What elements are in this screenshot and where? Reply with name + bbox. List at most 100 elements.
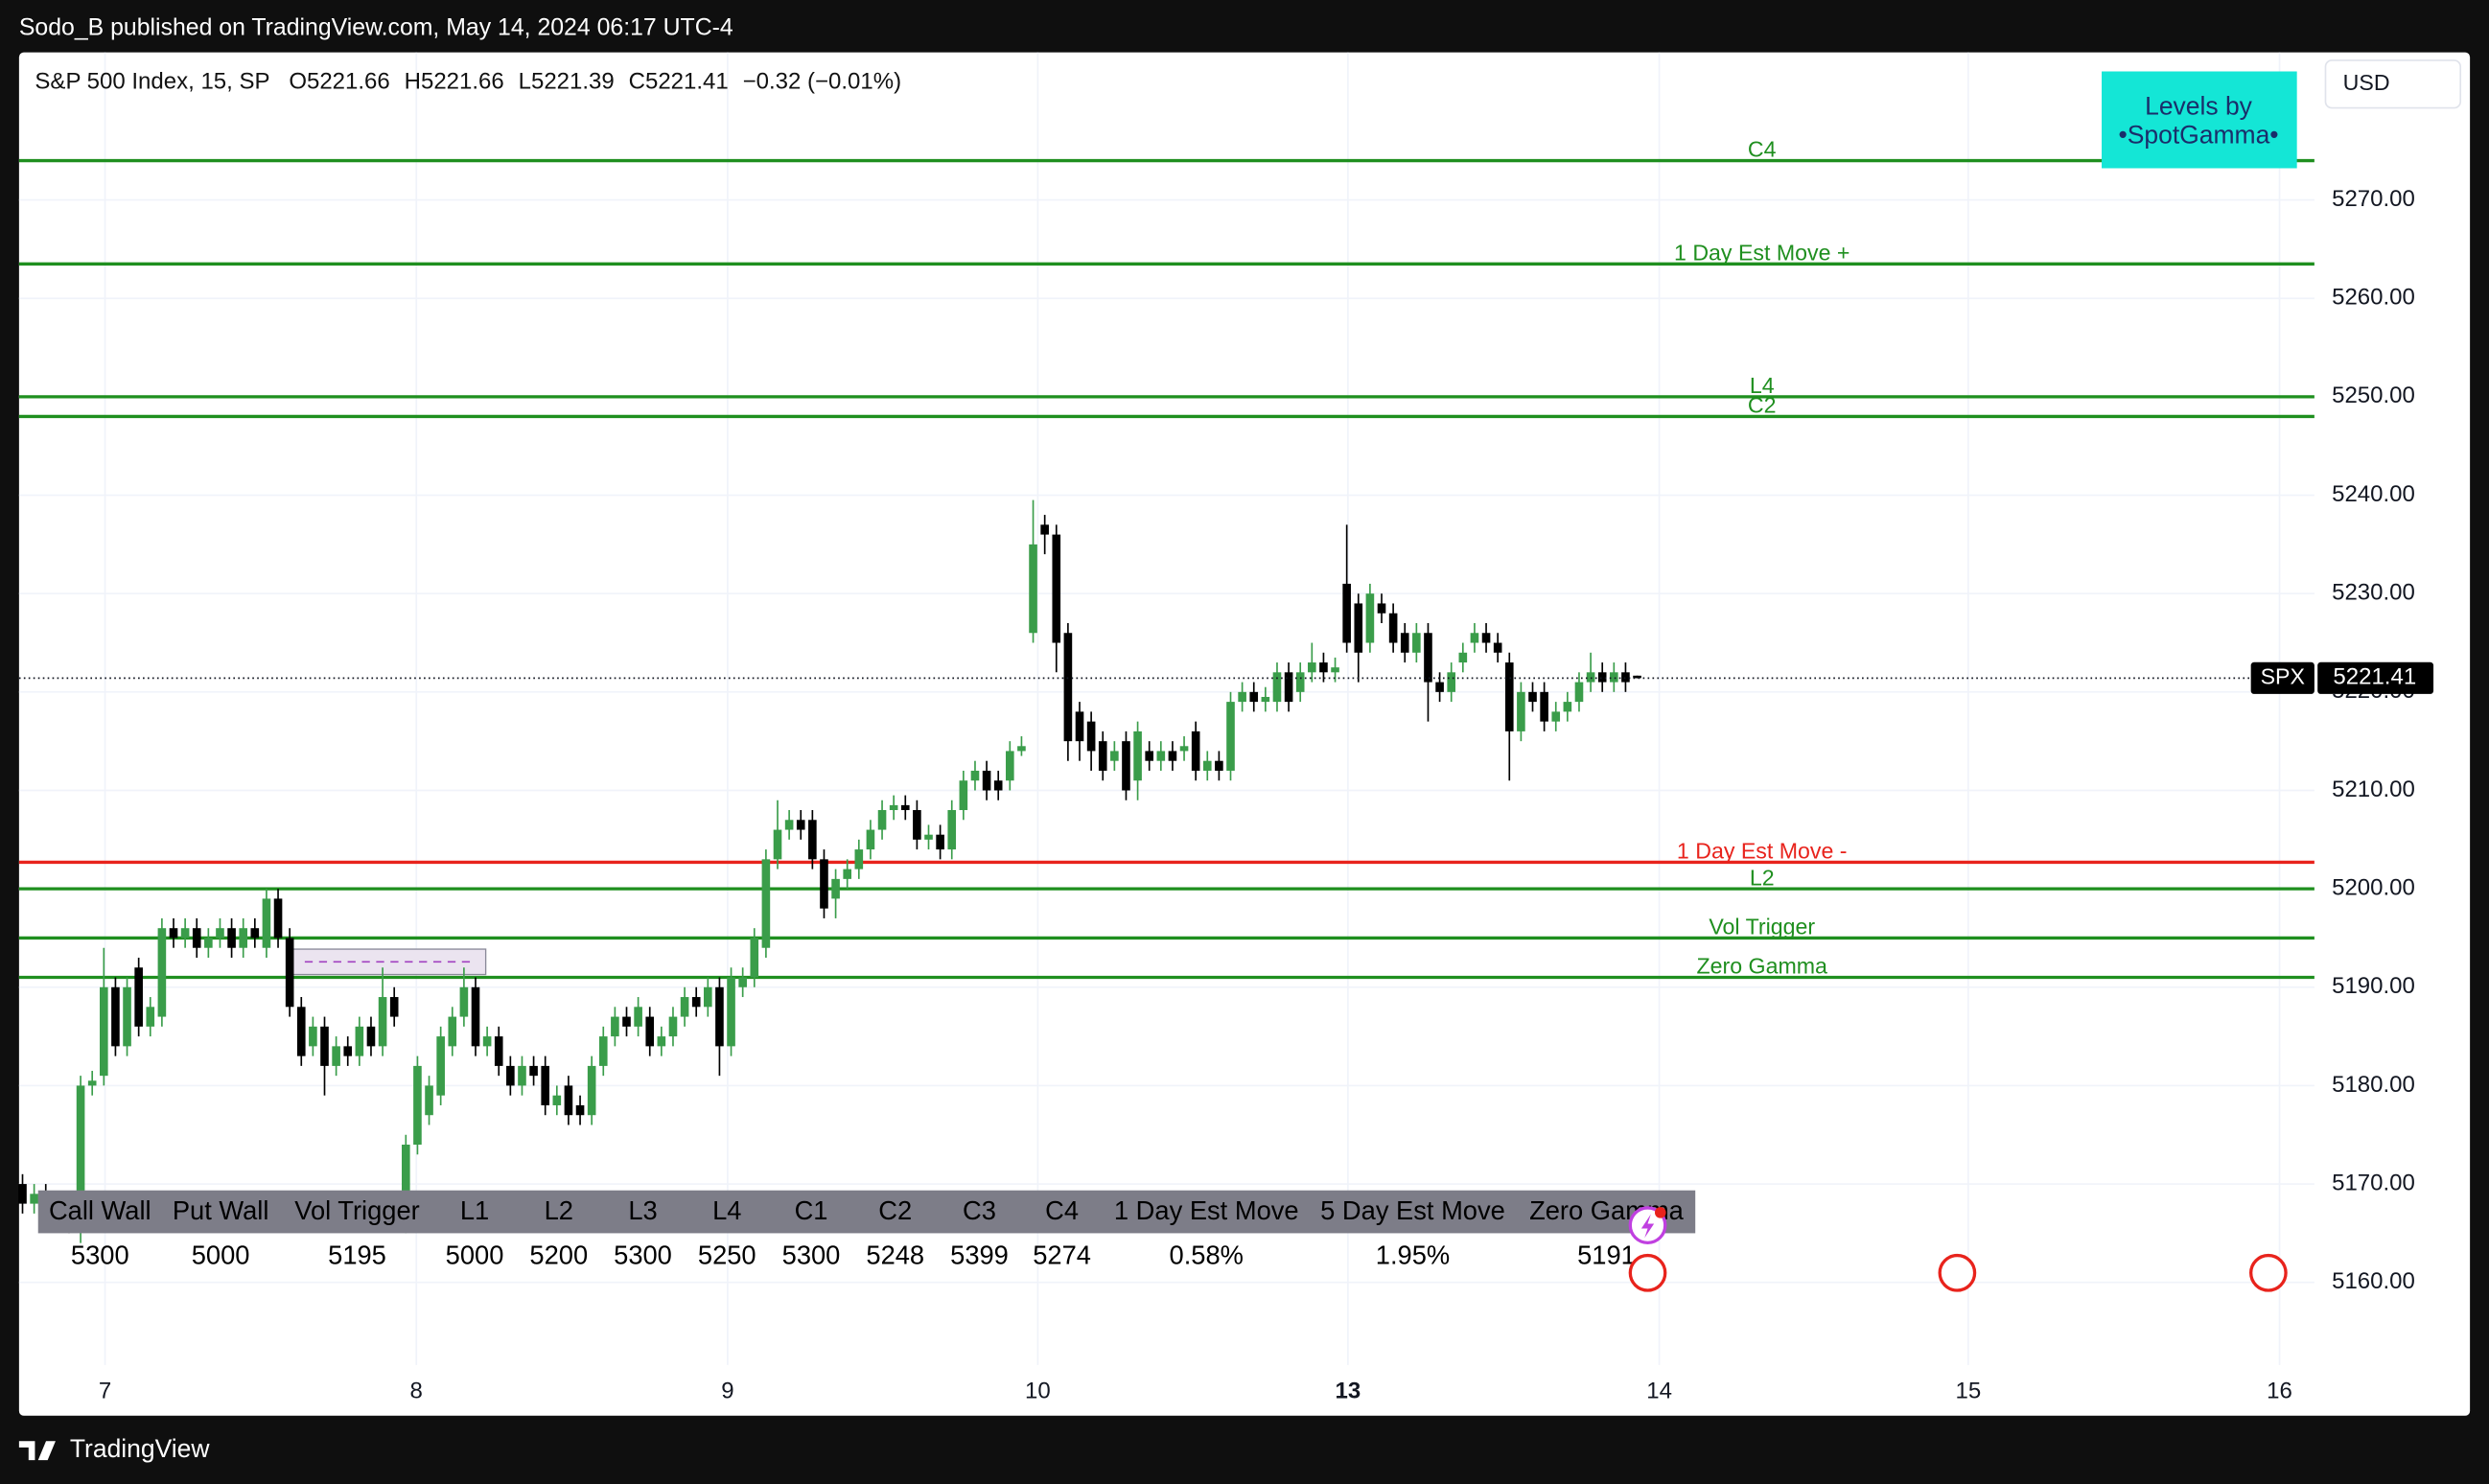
candle-body [575,1104,585,1116]
candle-body [1156,751,1166,761]
candle-body [587,1065,596,1116]
candle-body [1517,691,1525,731]
table-value: 5250 [698,1240,756,1269]
candle-body [657,1036,666,1047]
table-value: 5000 [192,1240,250,1269]
candle-body [1342,583,1351,643]
candle-body [1563,702,1572,712]
table-header: 1 Day Est Move [1114,1195,1299,1225]
y-tick-label: 5250.00 [2332,383,2415,408]
badge-line: •SpotGamma• [2118,120,2278,149]
brand: TradingView [70,1434,211,1463]
candle-body [100,986,108,1077]
candle-body [482,1036,492,1047]
x-tick-label: 8 [410,1378,423,1403]
candle-body [378,997,387,1047]
table-value: 5200 [529,1240,588,1269]
candle-body [239,928,248,948]
candle-body [970,770,980,781]
y-tick-label: 5260.00 [2332,285,2415,311]
table-value: 5191 [1577,1240,1636,1269]
candle-body [1528,691,1537,703]
candle-body [843,869,852,879]
candle-body [1447,672,1456,692]
flag-icon[interactable] [1938,1253,1977,1292]
candle-body [146,1007,155,1027]
candle-body [1365,593,1375,643]
table-header: C1 [795,1195,828,1225]
candle-body [1029,544,1037,634]
table-value: 5248 [866,1240,924,1269]
candle-body [727,977,735,1047]
levels-table: Call Wall 5300 Put Wall 5000 Vol Trigger 5195… [49,1195,1685,1269]
candle-body [831,878,840,899]
candle-body [924,834,933,840]
candle-body [87,1080,97,1086]
chart-panel [18,52,2471,1416]
candle-body [1633,675,1641,679]
y-tick-label: 5210.00 [2332,777,2415,802]
x-axis: 7 8 9 10 13 14 15 16 [99,1378,2292,1403]
brand-logo [18,1441,56,1461]
candle-body [738,977,747,987]
currency-box[interactable] [2324,59,2462,109]
candle-body [634,1007,642,1027]
candle-body [796,820,805,830]
candle-body [947,810,957,850]
table-header: L1 [460,1195,489,1225]
candle-body [680,997,689,1017]
candle-body [111,986,120,1047]
candle-body [1412,633,1421,653]
candle-body [1017,746,1026,752]
candle-body [913,810,921,840]
candle-body [715,986,724,1047]
candle-body [645,1016,655,1047]
badge-line: Levels by [2145,92,2253,121]
candle-body [877,810,887,830]
candle-body [622,1016,631,1027]
candle-body [355,1026,364,1056]
table-header: L2 [545,1195,573,1225]
candle-body [1400,633,1409,653]
candle-body [1610,672,1618,683]
table-value: 5300 [614,1240,672,1269]
flag-icon[interactable] [1628,1253,1667,1292]
candle-body [402,1145,410,1224]
candle-body [285,938,294,1008]
candle-body [1145,751,1154,761]
candle-body [518,1065,526,1086]
level-label: Zero Gamma [1697,954,1828,979]
candle-body [1215,760,1223,771]
ohlc-value: L5221.39 [519,68,615,94]
level-label: C2 [1748,393,1777,418]
level-label: 1 Day Est Move - [1677,839,1848,864]
candle-body [668,1016,678,1037]
candle-body [273,898,283,939]
candle-body [309,1026,317,1047]
table-header: L4 [712,1195,741,1225]
candle-body [1470,633,1479,643]
y-tick-label: 5160.00 [2332,1268,2415,1294]
x-tick-label: 14 [1646,1378,1672,1403]
candle-body [1179,746,1189,752]
candle-body [1261,696,1270,703]
candle-body [1191,730,1200,771]
candle-body [1086,721,1096,752]
candle-body [1168,751,1177,761]
candle-body [854,849,864,870]
table-header: C3 [963,1195,996,1225]
ohlc-value: O5221.66 [289,68,389,94]
candle-body [761,859,771,948]
table-header-bg [37,1190,1696,1234]
candle-body [425,1085,433,1116]
candle-body [900,804,910,811]
candle-body [18,1184,27,1204]
candle-body [343,1046,353,1056]
table-value: 5399 [950,1240,1009,1269]
x-tick-label: 10 [1025,1378,1051,1403]
candle-body [123,986,131,1047]
candle-body [389,997,399,1017]
flag-icon[interactable] [2249,1253,2288,1292]
candle-body [436,1036,445,1096]
